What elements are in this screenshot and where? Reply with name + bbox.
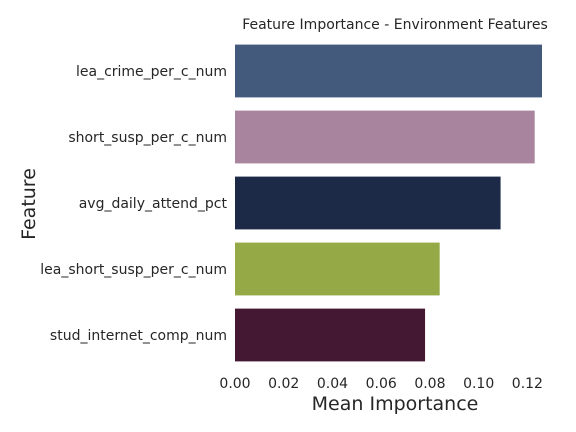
x-tick-label: 0.06 <box>366 376 397 392</box>
y-axis-label: Feature <box>18 168 40 240</box>
y-tick-label: lea_short_susp_per_c_num <box>40 262 227 278</box>
x-tick-label: 0.10 <box>463 376 494 392</box>
bar-avg-daily-attend-pct <box>235 177 501 230</box>
x-tick-label: 0.02 <box>268 376 299 392</box>
bar-short-susp-per-c-num <box>235 111 535 164</box>
bar-lea-short-susp-per-c-num <box>235 243 440 296</box>
y-tick-label: lea_crime_per_c_num <box>76 64 227 80</box>
x-tick-labels: 0.00 0.02 0.04 0.06 0.08 0.10 0.12 <box>219 376 543 392</box>
y-tick-label: avg_daily_attend_pct <box>79 196 228 212</box>
x-tick-label: 0.12 <box>512 376 543 392</box>
x-tick-label: 0.04 <box>317 376 348 392</box>
x-axis-label: Mean Importance <box>312 393 479 415</box>
y-tick-labels: lea_crime_per_c_num short_susp_per_c_numa… <box>40 64 227 344</box>
bars-group <box>235 45 542 362</box>
x-tick-label: 0.08 <box>414 376 445 392</box>
x-tick-label: 0.00 <box>219 376 250 392</box>
bar-stud-internet-comp-num <box>235 309 425 362</box>
y-tick-label: short_susp_per_c_num <box>68 130 227 146</box>
bar-lea-crime-per-c-num <box>235 45 542 98</box>
chart-title: Feature Importance - Environment Feature… <box>242 17 548 33</box>
y-tick-label: stud_internet_comp_num <box>50 328 227 344</box>
